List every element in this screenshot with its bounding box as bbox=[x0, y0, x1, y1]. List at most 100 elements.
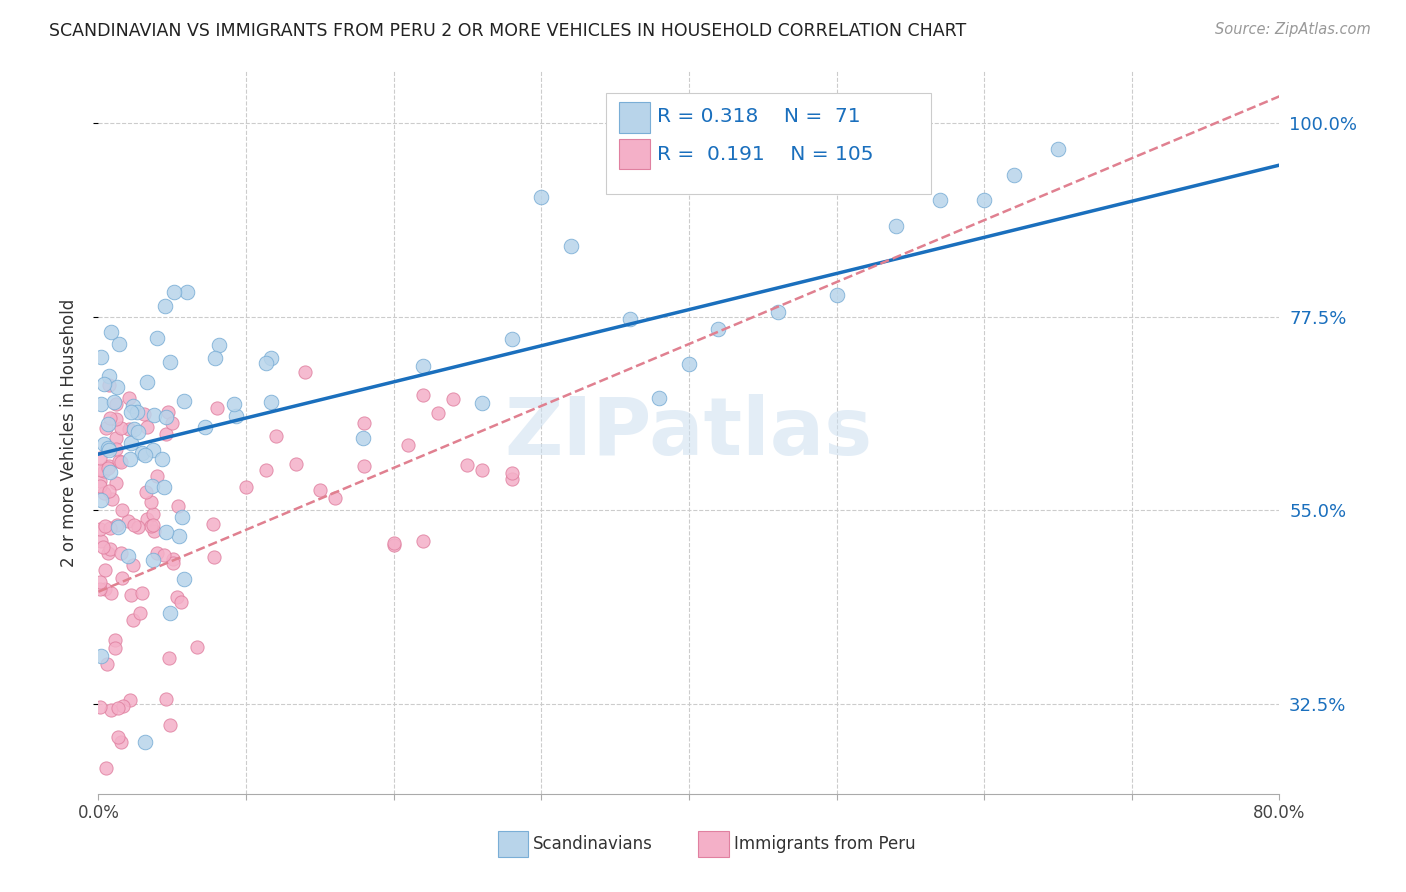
Point bbox=[104, 442, 127, 457]
Point bbox=[117, 514, 139, 528]
Point bbox=[104, 412, 127, 426]
Point bbox=[105, 518, 128, 533]
Point bbox=[105, 397, 128, 411]
Point bbox=[94, 563, 117, 577]
Point bbox=[157, 651, 180, 665]
Point bbox=[352, 431, 374, 445]
Point bbox=[98, 521, 121, 535]
Point bbox=[104, 431, 127, 445]
Point bbox=[122, 422, 145, 436]
Point bbox=[166, 500, 188, 514]
FancyBboxPatch shape bbox=[606, 93, 931, 194]
Point bbox=[1002, 168, 1025, 182]
Point bbox=[285, 457, 308, 471]
Point bbox=[202, 549, 225, 564]
Point bbox=[163, 285, 186, 300]
Point bbox=[118, 391, 141, 405]
Point bbox=[97, 368, 120, 383]
Point bbox=[110, 735, 132, 749]
Text: Source: ZipAtlas.com: Source: ZipAtlas.com bbox=[1215, 22, 1371, 37]
Point bbox=[104, 633, 127, 648]
Point bbox=[441, 392, 464, 406]
Point bbox=[152, 480, 174, 494]
Point bbox=[155, 409, 177, 424]
Point bbox=[225, 409, 247, 424]
Point bbox=[142, 507, 165, 521]
Point bbox=[155, 524, 177, 539]
Point bbox=[98, 465, 121, 479]
Point bbox=[173, 572, 195, 586]
Point bbox=[530, 190, 553, 204]
Point bbox=[90, 397, 112, 411]
Point bbox=[100, 703, 122, 717]
Y-axis label: 2 or more Vehicles in Household: 2 or more Vehicles in Household bbox=[59, 299, 77, 566]
Point bbox=[107, 520, 129, 534]
Point bbox=[170, 595, 193, 609]
Point bbox=[110, 455, 132, 469]
Text: Immigrants from Peru: Immigrants from Peru bbox=[734, 836, 915, 854]
Point bbox=[353, 416, 375, 430]
Point bbox=[260, 395, 283, 409]
Point bbox=[100, 325, 122, 339]
Point bbox=[382, 535, 405, 549]
Point bbox=[89, 451, 111, 466]
Point bbox=[121, 558, 143, 572]
Text: R =  0.191    N = 105: R = 0.191 N = 105 bbox=[657, 145, 873, 164]
Point bbox=[260, 351, 283, 366]
Point bbox=[145, 546, 167, 560]
Point bbox=[89, 582, 111, 596]
Point bbox=[120, 588, 142, 602]
Point bbox=[707, 322, 730, 336]
Point bbox=[201, 516, 224, 531]
Point bbox=[884, 219, 907, 234]
Point bbox=[136, 420, 159, 434]
Point bbox=[110, 421, 132, 435]
Point bbox=[153, 299, 176, 313]
Point bbox=[90, 649, 112, 664]
Point bbox=[101, 492, 124, 507]
Point bbox=[412, 388, 434, 402]
Point bbox=[128, 606, 150, 620]
Point bbox=[398, 438, 420, 452]
Point bbox=[131, 586, 153, 600]
Point bbox=[97, 546, 120, 560]
Point bbox=[294, 365, 316, 379]
Point bbox=[111, 699, 134, 714]
Point bbox=[97, 417, 120, 431]
Point bbox=[97, 443, 120, 458]
Point bbox=[120, 692, 142, 706]
Point bbox=[159, 718, 181, 732]
Point bbox=[93, 519, 115, 533]
Point bbox=[501, 333, 523, 347]
Point bbox=[619, 312, 641, 326]
Point bbox=[120, 452, 142, 467]
Point bbox=[155, 692, 177, 706]
Point bbox=[166, 590, 188, 604]
Point bbox=[136, 512, 159, 526]
Point bbox=[120, 405, 142, 419]
Point bbox=[156, 405, 179, 419]
Point bbox=[205, 401, 228, 416]
Point bbox=[96, 657, 118, 671]
Point bbox=[100, 586, 122, 600]
Point bbox=[117, 549, 139, 563]
FancyBboxPatch shape bbox=[699, 831, 730, 857]
Point bbox=[309, 483, 332, 498]
Point bbox=[125, 405, 148, 419]
Point bbox=[93, 464, 115, 478]
Point bbox=[186, 640, 208, 654]
Point bbox=[134, 735, 156, 749]
Point bbox=[107, 730, 129, 744]
Point bbox=[159, 355, 181, 369]
Point bbox=[382, 538, 405, 552]
Point bbox=[107, 336, 129, 351]
Point bbox=[141, 479, 163, 493]
Point bbox=[124, 517, 146, 532]
Point bbox=[89, 700, 111, 714]
Point bbox=[471, 463, 494, 477]
Point bbox=[98, 484, 121, 499]
Point bbox=[97, 441, 120, 455]
Point bbox=[120, 436, 142, 450]
Point bbox=[167, 528, 190, 542]
Point bbox=[208, 337, 231, 351]
